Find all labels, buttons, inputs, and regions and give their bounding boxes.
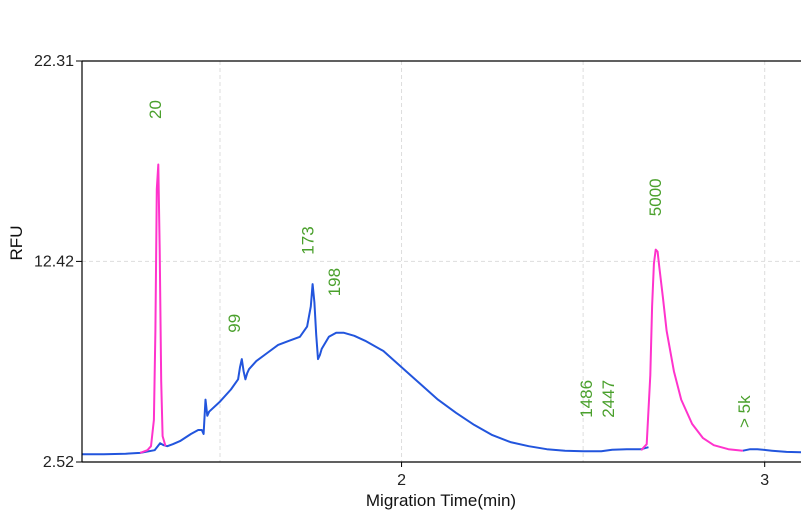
x-tick-label: 3 — [760, 472, 769, 489]
trace-segment-1 — [82, 283, 649, 456]
trace-segment-4 — [742, 448, 801, 454]
y-tick-label: 22.31 — [34, 53, 74, 70]
peak-label: 5000 — [646, 178, 665, 216]
peak-label: 99 — [225, 314, 244, 333]
x-axis-title: Migration Time(min) — [366, 491, 516, 510]
trace-segment-3 — [640, 248, 744, 452]
y-tick-label: 12.42 — [34, 253, 74, 270]
y-tick-labels: 22.31 12.42 2.52 — [34, 53, 82, 471]
peak-label: 1486 — [577, 380, 596, 418]
x-tick-label: 2 — [397, 472, 406, 489]
trace-segment-2 — [139, 163, 167, 454]
gridlines — [82, 61, 801, 462]
y-tick-label: 2.52 — [43, 454, 74, 471]
peak-label: 198 — [325, 268, 344, 296]
peak-label: 173 — [299, 226, 318, 254]
peak-label: 2447 — [599, 380, 618, 418]
y-axis-title: RFU — [7, 226, 26, 261]
peak-labels: 20 99 173 198 1486 2447 5000 > 5k — [146, 100, 754, 428]
peak-label: > 5k — [735, 395, 754, 428]
trace-series — [82, 163, 801, 456]
peak-label: 20 — [146, 100, 165, 119]
